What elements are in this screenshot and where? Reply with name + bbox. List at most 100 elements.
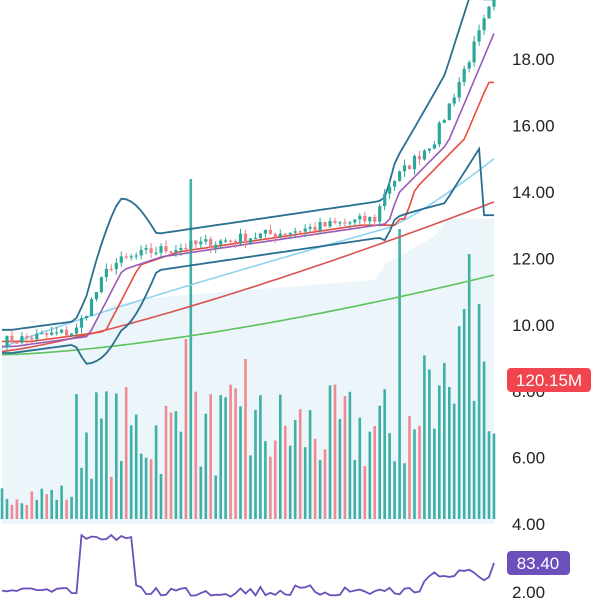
volume-bar: [224, 397, 227, 519]
volume-bar: [134, 414, 138, 519]
price-tick-label: 12.00: [512, 249, 555, 268]
volume-bar: [279, 394, 282, 519]
candle-body: [328, 221, 332, 227]
volume-bar: [214, 475, 217, 519]
candle-body: [482, 18, 486, 31]
volume-bar: [423, 355, 426, 519]
volume-bar: [159, 474, 163, 519]
ma-fast-line: [2, 33, 495, 348]
candle-body: [94, 292, 98, 300]
candle-body: [383, 193, 387, 206]
indicator-badge: 83.40: [507, 551, 570, 575]
volume-bar: [100, 418, 103, 519]
volume-bar: [373, 426, 376, 519]
candle-body: [184, 248, 188, 250]
indicator-line: [1, 533, 495, 598]
candle-body: [25, 336, 29, 338]
candle-body: [388, 186, 392, 194]
volume-bar: [239, 406, 242, 519]
volume-badge: 120.15M: [507, 368, 591, 392]
ma-longest-line: [1, 274, 495, 356]
volume-bar: [115, 393, 118, 519]
volume-bar: [149, 459, 153, 519]
candle-body: [169, 251, 173, 253]
volume-bar: [288, 445, 292, 519]
volume-bar: [244, 359, 247, 519]
candle-body: [219, 240, 223, 245]
volume-bar: [403, 463, 406, 519]
indicator-badge-label: 83.40: [517, 554, 560, 573]
volume-bar: [229, 384, 232, 519]
volume-bar: [482, 361, 486, 519]
volume-bar: [353, 460, 357, 519]
candle-body: [40, 333, 44, 335]
moving-average-lines: [1, 33, 495, 356]
candle-body: [398, 171, 402, 181]
volume-bar: [154, 425, 158, 519]
volume-bar: [363, 466, 367, 519]
volume-bar: [45, 494, 48, 519]
candle-body: [467, 62, 471, 69]
candle-body: [134, 255, 138, 257]
volume-bar: [179, 431, 183, 519]
volume-bar: [194, 391, 198, 519]
volume-bar: [393, 461, 396, 519]
volume-bar: [343, 396, 347, 519]
volume-bar: [443, 362, 446, 519]
volume-bar: [328, 385, 332, 519]
volume-bar: [90, 478, 93, 519]
candle-body: [149, 248, 153, 253]
volume-bar: [60, 485, 63, 519]
volume-bar: [110, 477, 113, 519]
candle-body: [288, 232, 292, 235]
volume-bar: [139, 453, 143, 519]
candle-body: [402, 165, 407, 172]
candle-body: [159, 246, 163, 253]
volume-bar: [0, 488, 4, 519]
candle-body: [363, 215, 367, 222]
volume-bar: [318, 460, 322, 519]
candle-body: [248, 238, 253, 243]
volume-bar: [269, 456, 272, 519]
ma-long-line: [1, 201, 495, 353]
volume-bar: [408, 416, 411, 519]
volume-bar: [428, 369, 431, 519]
candle-body: [477, 30, 481, 42]
candle-body: [15, 342, 19, 344]
candle-body: [104, 268, 108, 278]
candle-body: [373, 217, 377, 222]
candle-body: [437, 122, 441, 145]
volume-bar: [467, 254, 471, 519]
candle-body: [234, 240, 238, 243]
volume-bar: [398, 229, 401, 519]
volume-bar: [189, 179, 193, 519]
volume-bar: [368, 431, 372, 519]
candle-body: [144, 248, 148, 250]
candle-body: [283, 233, 287, 235]
ma-mid-line: [2, 81, 494, 343]
volume-bar: [462, 309, 466, 519]
candle-body: [492, 0, 496, 7]
volume-bar: [284, 425, 287, 519]
price-tick-label: 16.00: [512, 117, 555, 136]
volume-bar: [313, 438, 317, 519]
candle-body: [70, 333, 74, 336]
candle-body: [5, 335, 9, 348]
volume-bar: [219, 395, 222, 519]
volume-bar: [308, 410, 312, 519]
volume-bar: [30, 491, 34, 519]
volume-bar: [25, 505, 29, 519]
candle-body: [358, 215, 362, 220]
volume-bar: [274, 440, 277, 519]
candle-body: [60, 329, 64, 333]
candle-body: [30, 337, 34, 340]
volume-bar: [264, 441, 267, 519]
candle-body: [65, 329, 69, 336]
candle-body: [422, 150, 426, 160]
volume-bar: [209, 394, 212, 519]
candle-body: [204, 239, 208, 242]
volume-bar: [418, 425, 421, 519]
candle-body: [214, 244, 218, 248]
volume-bar: [413, 429, 416, 519]
